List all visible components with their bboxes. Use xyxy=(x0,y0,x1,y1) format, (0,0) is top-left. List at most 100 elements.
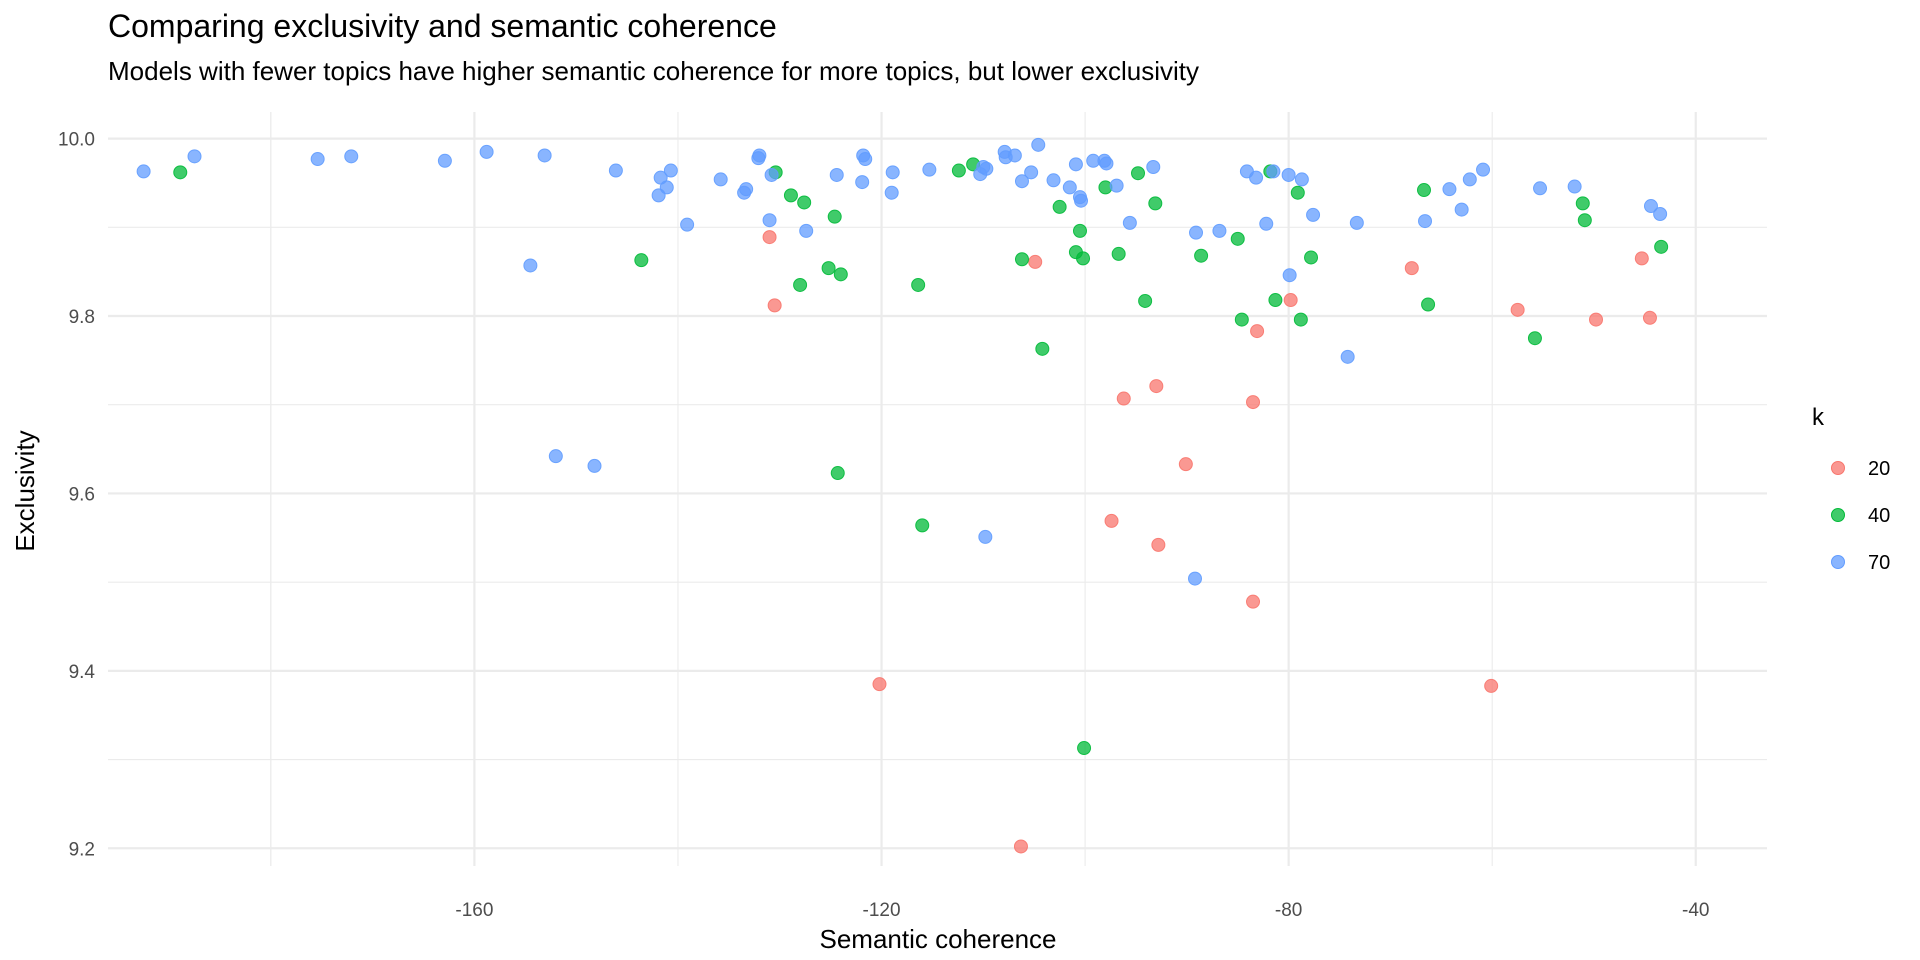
data-point-k70 xyxy=(1454,202,1469,217)
data-point-k70 xyxy=(1046,173,1061,188)
data-point-k40 xyxy=(1417,183,1432,198)
data-point-k40 xyxy=(827,209,842,224)
x-tick-label: -120 xyxy=(863,900,901,921)
data-point-k40 xyxy=(1304,250,1319,265)
legend-key-40 xyxy=(1831,508,1845,522)
data-point-k20 xyxy=(872,677,887,692)
data-point-k70 xyxy=(764,167,779,182)
data-point-k70 xyxy=(978,529,993,544)
data-point-k70 xyxy=(1259,216,1274,231)
data-point-k20 xyxy=(1634,251,1649,266)
x-tick-label: -160 xyxy=(455,900,493,921)
data-point-k40 xyxy=(833,267,848,282)
data-point-k70 xyxy=(1212,223,1227,238)
x-tick-label: -80 xyxy=(1275,900,1302,921)
data-point-k40 xyxy=(1230,231,1245,246)
data-point-k70 xyxy=(1031,137,1046,152)
data-point-k40 xyxy=(915,518,930,533)
data-point-k20 xyxy=(1151,537,1166,552)
data-point-k70 xyxy=(1476,162,1491,177)
data-point-k40 xyxy=(821,261,836,276)
legend-label-20: 20 xyxy=(1868,458,1890,480)
x-axis-title: Semantic coherence xyxy=(819,924,1056,954)
y-tick-label: 10.0 xyxy=(58,130,95,151)
y-tick-label: 9.8 xyxy=(69,307,95,328)
data-point-k70 xyxy=(680,217,695,232)
data-point-k70 xyxy=(548,449,563,464)
data-point-k40 xyxy=(1138,293,1153,308)
data-point-k20 xyxy=(1642,310,1657,325)
data-point-k70 xyxy=(479,144,494,159)
data-point-k40 xyxy=(1072,223,1087,238)
series-k-20 xyxy=(762,230,1657,854)
data-point-k40 xyxy=(1293,312,1308,327)
y-axis-title: Exclusivity xyxy=(10,430,40,551)
data-point-k70 xyxy=(1249,170,1264,185)
data-point-k70 xyxy=(1462,172,1477,187)
data-point-k70 xyxy=(1266,164,1281,179)
legend-key-70 xyxy=(1831,555,1845,569)
data-point-k40 xyxy=(1052,199,1067,214)
data-point-k40 xyxy=(1148,196,1163,211)
data-point-k70 xyxy=(713,172,728,187)
data-point-k40 xyxy=(1076,251,1091,266)
data-point-k40 xyxy=(830,466,845,481)
data-point-k70 xyxy=(858,152,873,167)
y-axis-ticks: 9.2 9.4 9.6 9.8 10.0 xyxy=(58,130,95,861)
data-point-k20 xyxy=(1246,395,1261,410)
data-point-k70 xyxy=(1281,167,1296,182)
data-point-k70 xyxy=(437,153,452,168)
data-point-k40 xyxy=(1077,741,1092,756)
chart-title: Comparing exclusivity and semantic coher… xyxy=(108,8,777,44)
data-point-k70 xyxy=(1097,153,1112,168)
data-point-k20 xyxy=(767,298,782,313)
data-point-k70 xyxy=(1188,571,1203,586)
data-point-k70 xyxy=(1442,182,1457,197)
grid xyxy=(108,112,1767,866)
data-point-k70 xyxy=(979,161,994,176)
data-point-k40 xyxy=(1131,166,1146,181)
data-point-k70 xyxy=(587,458,602,473)
data-point-k70 xyxy=(1306,207,1321,222)
data-point-k70 xyxy=(855,175,870,190)
data-point-k70 xyxy=(751,151,766,166)
data-point-k70 xyxy=(1007,148,1022,163)
data-point-k40 xyxy=(1575,196,1590,211)
data-point-k20 xyxy=(1028,254,1043,269)
data-point-k40 xyxy=(1234,312,1249,327)
data-point-k40 xyxy=(1577,213,1592,228)
y-tick-label: 9.6 xyxy=(69,484,95,505)
data-point-k70 xyxy=(1146,159,1161,174)
legend-label-70: 70 xyxy=(1868,552,1890,574)
x-tick-label: -40 xyxy=(1682,900,1709,921)
data-point-k70 xyxy=(663,163,678,178)
data-points xyxy=(136,137,1669,854)
data-point-k40 xyxy=(797,195,812,210)
data-point-k40 xyxy=(1268,293,1283,308)
data-point-k70 xyxy=(136,164,151,179)
data-point-k70 xyxy=(523,258,538,273)
data-point-k20 xyxy=(1013,839,1028,854)
data-point-k20 xyxy=(1484,678,1499,693)
data-point-k40 xyxy=(1194,248,1209,263)
x-axis-ticks: -160 -120 -80 -40 xyxy=(455,900,1709,921)
data-point-k70 xyxy=(1109,178,1124,193)
data-point-k70 xyxy=(537,148,552,163)
data-point-k20 xyxy=(1116,391,1131,406)
data-point-k40 xyxy=(1290,185,1305,200)
data-point-k70 xyxy=(344,149,359,164)
data-point-k70 xyxy=(829,167,844,182)
series-k-40 xyxy=(173,157,1669,756)
data-point-k40 xyxy=(173,165,188,180)
legend: k 20 40 70 xyxy=(1812,404,1890,574)
data-point-k70 xyxy=(1643,199,1658,214)
data-point-k70 xyxy=(1014,174,1029,189)
data-point-k70 xyxy=(1533,181,1548,196)
data-point-k70 xyxy=(659,180,674,195)
data-point-k70 xyxy=(1418,214,1433,229)
data-point-k20 xyxy=(1283,293,1298,308)
y-tick-label: 9.4 xyxy=(69,662,96,683)
chart-subtitle: Models with fewer topics have higher sem… xyxy=(108,56,1200,86)
data-point-k70 xyxy=(1062,180,1077,195)
